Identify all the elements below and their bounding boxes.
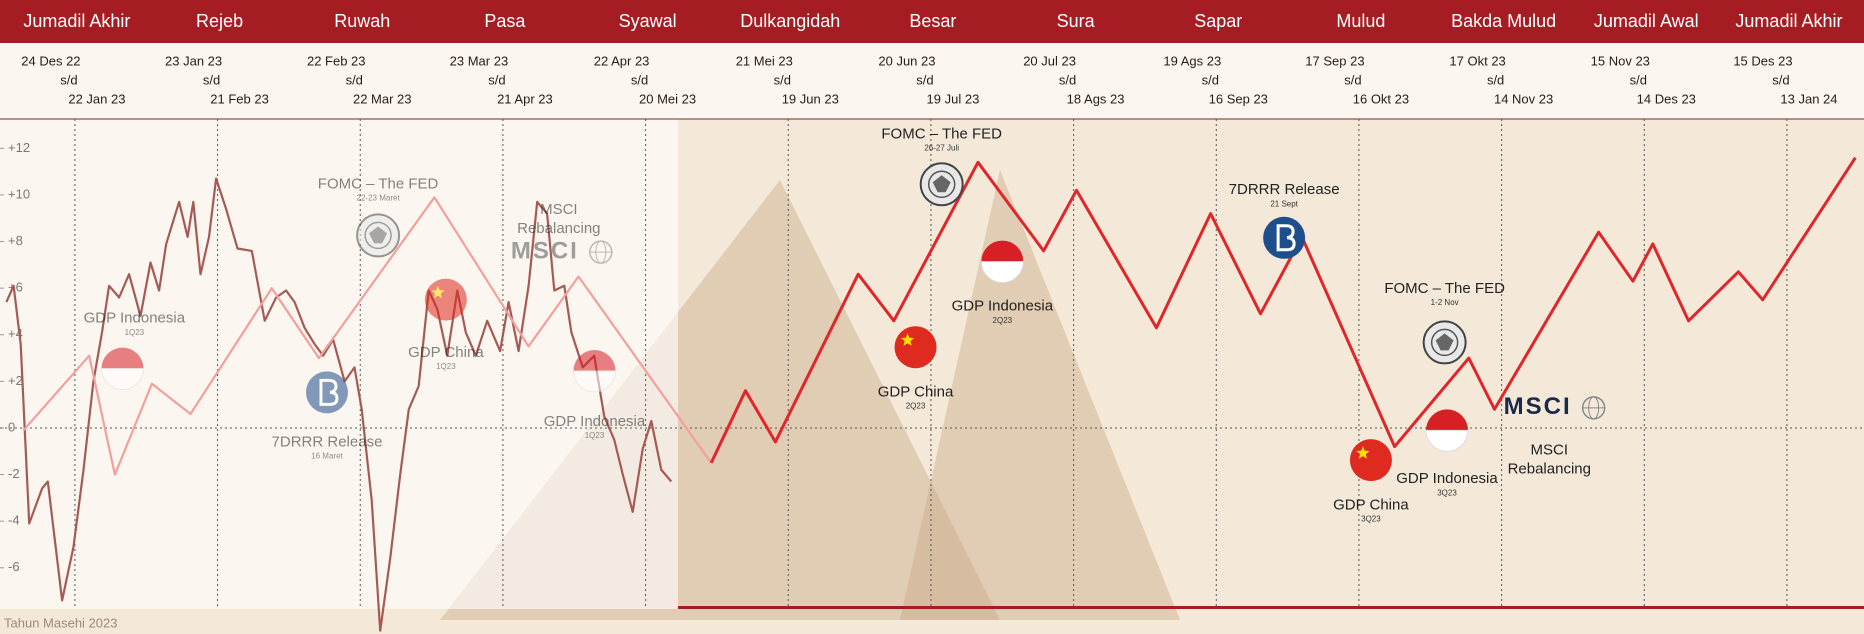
event-detail: 1Q23	[436, 362, 456, 371]
period-start: 19 Ags 23	[1163, 53, 1221, 68]
event-detail: Rebalancing	[1508, 460, 1591, 477]
period-separator: s/d	[631, 72, 648, 87]
y-tick-label: 0	[8, 419, 15, 434]
event-label: GDP Indonesia	[952, 298, 1054, 315]
y-tick-label: -4	[8, 513, 20, 528]
period-end: 22 Mar 23	[353, 91, 412, 106]
period-end: 14 Des 23	[1637, 91, 1696, 106]
event-detail: 16 Maret	[311, 451, 343, 460]
event-detail: 22-23 Maret	[357, 193, 401, 202]
month-label: Jumadil Awal	[1594, 11, 1699, 31]
period-separator: s/d	[346, 72, 363, 87]
msci-logo: MSCI	[511, 237, 579, 264]
event-detail: 21 Sept	[1270, 199, 1298, 208]
period-start: 22 Feb 23	[307, 53, 366, 68]
event-label: GDP Indonesia	[1396, 470, 1498, 487]
month-label: Rejeb	[196, 11, 243, 31]
y-tick-label: +10	[8, 186, 30, 201]
month-label: Syawal	[619, 11, 677, 31]
period-end: 21 Feb 23	[210, 91, 269, 106]
month-label: Bakda Mulud	[1451, 11, 1556, 31]
msci-logo: MSCI	[1504, 393, 1572, 420]
event-detail: 3Q23	[1361, 514, 1381, 523]
y-tick-label: +8	[8, 233, 23, 248]
period-end: 19 Jun 23	[782, 91, 839, 106]
event-label: 7DRRR Release	[1229, 181, 1340, 198]
period-start: 23 Mar 23	[450, 53, 509, 68]
month-label: Pasa	[484, 11, 526, 31]
event-detail: 2Q23	[906, 401, 926, 410]
bottom-rule	[678, 606, 1864, 609]
flag-red	[425, 279, 467, 321]
event-label: GDP China	[408, 344, 484, 361]
event-label: GDP Indonesia	[84, 310, 186, 327]
period-separator: s/d	[1772, 72, 1789, 87]
y-tick-label: -6	[8, 559, 20, 574]
period-start: 23 Jan 23	[165, 53, 222, 68]
month-label: Dulkangidah	[740, 11, 840, 31]
month-label: Sapar	[1194, 11, 1242, 31]
month-label: Jumadil Akhir	[23, 11, 130, 31]
period-separator: s/d	[488, 72, 505, 87]
period-end: 16 Okt 23	[1353, 91, 1409, 106]
period-separator: s/d	[1059, 72, 1076, 87]
event-label: FOMC – The FED	[1384, 280, 1505, 297]
period-start: 20 Jul 23	[1023, 53, 1076, 68]
period-separator: s/d	[1487, 72, 1504, 87]
period-separator: s/d	[1202, 72, 1219, 87]
event-detail: 3Q23	[1437, 488, 1457, 497]
period-start: 15 Nov 23	[1591, 53, 1650, 68]
event-label: MSCI	[540, 201, 578, 218]
period-separator: s/d	[774, 72, 791, 87]
period-separator: s/d	[203, 72, 220, 87]
period-separator: s/d	[1344, 72, 1361, 87]
y-tick-label: -2	[8, 466, 20, 481]
event-label: 7DRRR Release	[272, 433, 383, 450]
period-start: 20 Jun 23	[878, 53, 935, 68]
event-label: FOMC – The FED	[318, 175, 439, 192]
period-start: 22 Apr 23	[594, 53, 650, 68]
event-label: GDP China	[1333, 496, 1409, 513]
period-start: 21 Mei 23	[736, 53, 793, 68]
event-detail: 1Q23	[585, 431, 605, 440]
period-start: 17 Sep 23	[1305, 53, 1364, 68]
event-label: GDP China	[878, 383, 954, 400]
event-label: FOMC – The FED	[881, 125, 1002, 142]
event-detail: 1-2 Nov	[1431, 298, 1459, 307]
month-label: Besar	[909, 11, 956, 31]
period-end: 14 Nov 23	[1494, 91, 1553, 106]
event-label: MSCI	[1531, 441, 1569, 458]
period-end: 20 Mei 23	[639, 91, 696, 106]
period-end: 16 Sep 23	[1209, 91, 1268, 106]
bi-logo	[1263, 217, 1305, 259]
month-label: Sura	[1057, 11, 1096, 31]
event-label: GDP Indonesia	[544, 413, 646, 430]
event-detail: Rebalancing	[517, 220, 600, 237]
chart: Tahun Masehi 2023 Jumadil Akhir 24 Des 22…	[0, 0, 1864, 634]
period-start: 15 Des 23	[1733, 53, 1792, 68]
period-end: 18 Ags 23	[1067, 91, 1125, 106]
period-separator: s/d	[916, 72, 933, 87]
event-detail: 1Q23	[125, 328, 145, 337]
period-separator: s/d	[1630, 72, 1647, 87]
month-label: Ruwah	[334, 11, 390, 31]
period-end: 13 Jan 24	[1780, 91, 1837, 106]
footnote: Tahun Masehi 2023	[4, 615, 117, 630]
flag-red	[1350, 439, 1392, 481]
month-label: Jumadil Akhir	[1735, 11, 1842, 31]
period-end: 22 Jan 23	[68, 91, 125, 106]
period-start: 17 Okt 23	[1449, 53, 1505, 68]
y-tick-label: +12	[8, 140, 30, 155]
period-end: 19 Jul 23	[927, 91, 980, 106]
event-detail: 26-27 Juli	[924, 143, 959, 152]
event-detail: 2Q23	[993, 316, 1013, 325]
flag-red	[895, 326, 937, 368]
month-label: Mulud	[1336, 11, 1385, 31]
period-separator: s/d	[60, 72, 77, 87]
y-tick-label: +2	[8, 373, 23, 388]
period-start: 24 Des 22	[21, 53, 80, 68]
bi-logo	[306, 371, 348, 413]
period-end: 21 Apr 23	[497, 91, 553, 106]
